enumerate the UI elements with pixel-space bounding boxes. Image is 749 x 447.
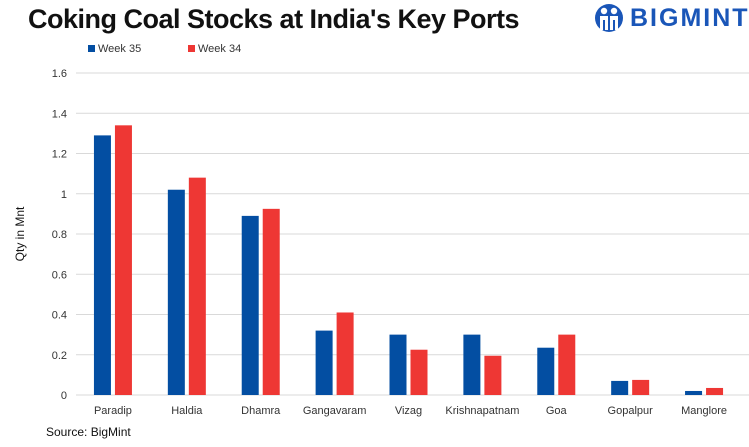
bar-week-35 xyxy=(611,380,629,395)
bar-week-35 xyxy=(241,215,259,395)
bar-week-35 xyxy=(389,334,407,395)
x-tick-label: Gopalpur xyxy=(608,405,654,417)
legend-swatch xyxy=(88,45,95,52)
x-tick-label: Haldia xyxy=(171,405,203,417)
bar-week-35 xyxy=(463,334,481,395)
bar-week-35 xyxy=(167,189,185,395)
bar-week-34 xyxy=(410,349,428,395)
bar-week-34 xyxy=(484,355,502,395)
y-tick-label: 1.2 xyxy=(52,149,67,161)
x-tick-label: Paradip xyxy=(94,405,132,417)
bigmint-logo-icon xyxy=(595,4,623,32)
y-tick-label: 1 xyxy=(61,189,67,201)
legend-label: Week 35 xyxy=(98,43,141,55)
bar-week-35 xyxy=(685,390,703,395)
x-tick-label: Gangavaram xyxy=(303,405,367,417)
y-axis-label: Qty in Mnt xyxy=(13,206,27,261)
x-tick-label: Dhamra xyxy=(241,405,281,417)
bar-week-34 xyxy=(558,334,576,395)
x-tick-label: Manglore xyxy=(681,405,727,417)
y-tick-label: 1.4 xyxy=(52,108,67,120)
bar-week-35 xyxy=(537,347,555,395)
bar-week-34 xyxy=(706,387,724,395)
bigmint-logo: BIGMINT xyxy=(594,2,749,34)
y-tick-label: 0.2 xyxy=(52,350,67,362)
y-tick-label: 0.4 xyxy=(52,310,67,322)
y-tick-label: 0.6 xyxy=(52,269,67,281)
source-note: Source: BigMint xyxy=(46,425,131,439)
bar-week-34 xyxy=(336,312,354,395)
chart-title: Coking Coal Stocks at India's Key Ports xyxy=(28,4,520,34)
bar-week-34 xyxy=(114,125,132,395)
y-tick-label: 0.8 xyxy=(52,229,67,241)
bar-week-35 xyxy=(93,135,111,395)
logo-text: BIGMINT xyxy=(630,3,749,32)
legend-swatch xyxy=(188,45,195,52)
y-tick-label: 1.6 xyxy=(52,68,67,80)
bar-week-34 xyxy=(262,208,280,395)
y-tick-label: 0 xyxy=(61,390,67,402)
bar-week-35 xyxy=(315,330,333,395)
bar-week-34 xyxy=(188,177,206,395)
legend-label: Week 34 xyxy=(198,43,241,55)
x-tick-label: Vizag xyxy=(395,405,422,417)
x-tick-label: Goa xyxy=(546,405,568,417)
bar-week-34 xyxy=(632,379,650,395)
x-tick-label: Krishnapatnam xyxy=(445,405,519,417)
